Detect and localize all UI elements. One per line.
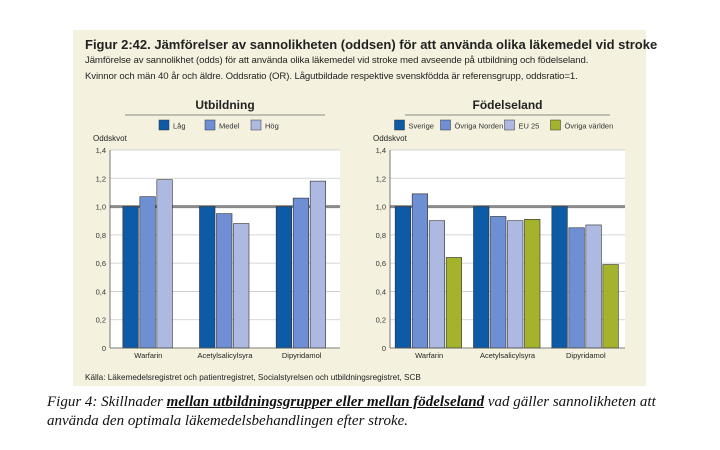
legend-label: Medel: [219, 122, 240, 131]
y-tick-label: 0,8: [376, 231, 386, 240]
legend-label: EU 25: [519, 122, 540, 131]
bar-övriga-världen-warfarin: [445, 257, 462, 349]
chart-title: Födelseland: [472, 98, 542, 112]
y-tick-label: 0,4: [96, 287, 106, 296]
bar-hög-warfarin: [156, 179, 173, 349]
bar-övriga-världen-dipyridamol: [602, 264, 619, 349]
y-tick-label: 1,4: [96, 146, 106, 155]
bar-eu-25-dipyridamol: [585, 224, 602, 349]
bar-övriga-norden-acetylsalicylsyra: [490, 216, 507, 349]
y-axis-label: Oddskvot: [93, 134, 128, 143]
y-tick-label: 1,0: [96, 203, 106, 212]
y-tick-label: 0,8: [96, 231, 106, 240]
chart-title: Utbildning: [195, 98, 254, 112]
bar-sverige-warfarin: [394, 206, 411, 349]
bar-övriga-världen-acetylsalicylsyra: [524, 219, 541, 349]
legend-swatch: [440, 119, 451, 131]
y-tick-label: 1,0: [376, 203, 386, 212]
legend-swatch: [550, 119, 561, 131]
legend-label: Sverige: [409, 122, 434, 131]
bar-hög-dipyridamol: [309, 180, 326, 349]
x-tick-label: Dipyridamol: [566, 351, 606, 360]
y-axis-label: Oddskvot: [373, 134, 408, 143]
y-tick-label: 1,2: [96, 174, 106, 183]
figure-caption: Figur 4: Skillnader mellan utbildningsgr…: [47, 393, 687, 431]
y-tick-label: 0,2: [376, 316, 386, 325]
bar-sverige-acetylsalicylsyra: [473, 206, 490, 349]
figure-title: Figur 2:42. Jämförelser av sannolikheten…: [85, 37, 658, 52]
y-tick-label: 0,6: [96, 259, 106, 268]
x-tick-label: Warfarin: [134, 351, 162, 360]
legend-swatch: [204, 119, 216, 131]
caption-emphasis: mellan utbildningsgrupper eller mellan f…: [166, 394, 485, 410]
legend-swatch: [504, 119, 515, 131]
bar-övriga-norden-warfarin: [411, 193, 428, 349]
chart-fodelseland: Födelseland Sverige Övriga Norden EU 25 Övri…: [373, 98, 625, 360]
legend-swatch: [250, 119, 262, 131]
bar-låg-dipyridamol: [275, 206, 292, 349]
y-tick-label: 0: [382, 344, 386, 353]
figure-description-line-2: Kvinnor och män 40 år och äldre. Oddsrat…: [85, 71, 578, 82]
legend-swatch: [394, 119, 405, 131]
legend-label: Låg: [173, 122, 186, 131]
bar-medel-dipyridamol: [292, 197, 309, 349]
x-tick-label: Acetylsalicylsyra: [480, 351, 536, 360]
legend-label: Hög: [265, 122, 279, 131]
x-tick-label: Warfarin: [415, 351, 443, 360]
legend-swatch: [158, 119, 170, 131]
caption-suffix: vad gäller sannolikheten att använda den…: [47, 394, 656, 429]
y-tick-label: 0: [102, 344, 106, 353]
figure-source: Källa: Läkemedelsregistret och patientre…: [85, 373, 421, 382]
y-tick-label: 0,4: [376, 287, 386, 296]
bar-sverige-dipyridamol: [551, 206, 568, 349]
legend-label: Övriga Norden: [455, 122, 504, 131]
y-tick-label: 1,4: [376, 146, 386, 155]
bar-låg-acetylsalicylsyra: [199, 206, 216, 349]
bar-låg-warfarin: [122, 206, 139, 349]
bar-eu-25-warfarin: [428, 220, 445, 349]
figure-description-line-1: Jämförelse av sannolikhet (odds) för att…: [85, 55, 589, 66]
y-tick-label: 0,2: [96, 316, 106, 325]
y-tick-label: 0,6: [376, 259, 386, 268]
chart-utbildning: Utbildning Låg Medel Hög Oddskvot 0 0,2 0,4 0,6 0…: [93, 98, 340, 360]
caption-prefix: Figur 4: Skillnader: [47, 394, 167, 410]
x-tick-label: Acetylsalicylsyra: [197, 351, 253, 360]
bar-hög-acetylsalicylsyra: [233, 223, 250, 349]
bar-medel-warfarin: [139, 196, 156, 349]
bar-övriga-norden-dipyridamol: [568, 227, 585, 349]
legend-label: Övriga världen: [565, 122, 614, 131]
x-tick-label: Dipyridamol: [282, 351, 322, 360]
bar-eu-25-acetylsalicylsyra: [507, 220, 524, 349]
y-tick-label: 1,2: [376, 174, 386, 183]
bar-medel-acetylsalicylsyra: [216, 213, 233, 349]
